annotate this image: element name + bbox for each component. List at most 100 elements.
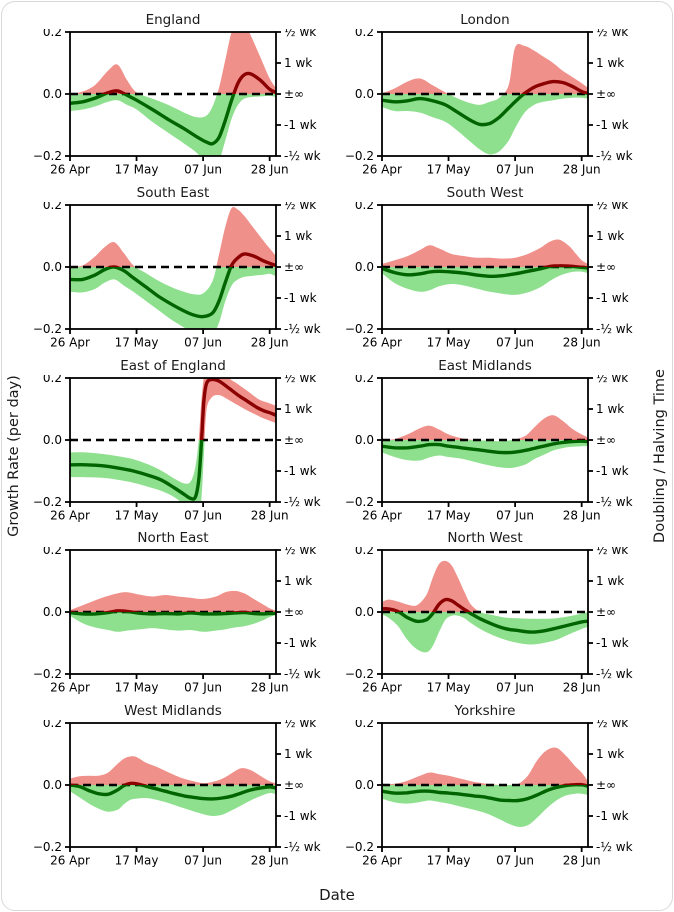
- svg-text:±∞: ±∞: [596, 87, 616, 101]
- x-axis-label: Date: [319, 886, 355, 904]
- svg-text:1 wk: 1 wk: [596, 402, 624, 416]
- svg-text:0.2: 0.2: [355, 29, 374, 39]
- svg-text:½ wk: ½ wk: [596, 29, 628, 39]
- svg-text:-½ wk: -½ wk: [284, 495, 321, 509]
- svg-text:26 Apr: 26 Apr: [362, 508, 402, 522]
- subplot-title: London: [460, 12, 510, 28]
- svg-text:−0.2: −0.2: [345, 149, 374, 163]
- svg-text:-½ wk: -½ wk: [596, 668, 633, 682]
- subplot-yorkshire: Yorkshire 0.2 0.0 −0.2 ½ wk 1 wk ±∞ -1 wk -½ wk…: [340, 701, 648, 874]
- svg-text:−0.2: −0.2: [345, 495, 374, 509]
- subplot-title: East of England: [120, 357, 226, 374]
- svg-text:17 May: 17 May: [427, 163, 471, 177]
- y-axis-label-left: Growth Rate (per day): [2, 2, 26, 910]
- svg-text:±∞: ±∞: [284, 433, 304, 447]
- svg-text:−0.2: −0.2: [33, 149, 62, 163]
- svg-text:26 Apr: 26 Apr: [50, 854, 90, 868]
- subplot-title: West Midlands: [124, 703, 222, 720]
- chart-south-east: 0.2 0.0 −0.2 ½ wk 1 wk ±∞ -1 wk -½ wk 26 Apr 17 M…: [33, 202, 321, 350]
- svg-text:0.0: 0.0: [43, 87, 62, 101]
- y-axis-label-left-text: Growth Rate (per day): [6, 375, 23, 537]
- svg-text:28 Jun: 28 Jun: [563, 163, 601, 177]
- svg-text:0.0: 0.0: [355, 778, 374, 792]
- svg-text:½ wk: ½ wk: [284, 547, 316, 557]
- y-axis-label-right: Doubling / Halving Time: [648, 2, 672, 910]
- svg-text:-1 wk: -1 wk: [284, 809, 317, 823]
- svg-text:07 Jun: 07 Jun: [184, 335, 222, 349]
- svg-text:28 Jun: 28 Jun: [563, 854, 601, 868]
- svg-text:26 Apr: 26 Apr: [50, 335, 90, 349]
- chart-east-midlands: 0.2 0.0 −0.2 ½ wk 1 wk ±∞ -1 wk -½ wk 26 Apr 17 M…: [345, 375, 633, 523]
- svg-text:1 wk: 1 wk: [596, 747, 624, 761]
- svg-text:0.2: 0.2: [355, 202, 374, 212]
- subplot-title: Yorkshire: [454, 703, 516, 720]
- svg-text:-½ wk: -½ wk: [596, 149, 633, 163]
- svg-text:-½ wk: -½ wk: [284, 668, 321, 682]
- svg-text:−0.2: −0.2: [33, 840, 62, 854]
- svg-text:07 Jun: 07 Jun: [184, 163, 222, 177]
- svg-text:0.2: 0.2: [43, 29, 62, 39]
- svg-text:-1 wk: -1 wk: [596, 291, 629, 305]
- subplot-grid: England 0.2 0.0 −0.2 ½ wk 1 wk ±∞ -1 wk -½ wk 26…: [28, 10, 648, 874]
- svg-text:−0.2: −0.2: [345, 322, 374, 336]
- chart-england: 0.2 0.0 −0.2 ½ wk 1 wk ±∞ -1 wk -½ wk 26 Apr 17 M…: [33, 29, 321, 177]
- svg-text:07 Jun: 07 Jun: [496, 854, 534, 868]
- svg-text:0.0: 0.0: [43, 433, 62, 447]
- subplot-south-west: South West 0.2 0.0 −0.2 ½ wk 1 wk ±∞ -1 wk -½ w…: [340, 183, 648, 356]
- subplot-title: South West: [446, 184, 524, 201]
- svg-text:½ wk: ½ wk: [284, 720, 316, 730]
- svg-text:−0.2: −0.2: [33, 495, 62, 509]
- svg-text:17 May: 17 May: [115, 335, 159, 349]
- svg-text:28 Jun: 28 Jun: [563, 335, 601, 349]
- svg-text:1 wk: 1 wk: [284, 56, 312, 70]
- svg-text:26 Apr: 26 Apr: [362, 335, 402, 349]
- subplot-england: England 0.2 0.0 −0.2 ½ wk 1 wk ±∞ -1 wk -½ wk 26…: [28, 10, 336, 183]
- chart-north-west: 0.2 0.0 −0.2 ½ wk 1 wk ±∞ -1 wk -½ wk 26 Apr 17 M…: [345, 547, 633, 695]
- svg-text:−0.2: −0.2: [33, 668, 62, 682]
- svg-text:0.0: 0.0: [43, 260, 62, 274]
- subplot-title: East Midlands: [438, 357, 532, 374]
- svg-text:1 wk: 1 wk: [596, 229, 624, 243]
- svg-text:-½ wk: -½ wk: [284, 840, 321, 854]
- svg-text:0.0: 0.0: [355, 433, 374, 447]
- svg-text:0.2: 0.2: [355, 720, 374, 730]
- svg-text:28 Jun: 28 Jun: [563, 508, 601, 522]
- svg-text:0.2: 0.2: [43, 720, 62, 730]
- chart-london: 0.2 0.0 −0.2 ½ wk 1 wk ±∞ -1 wk -½ wk 26 Apr 17 M…: [345, 29, 633, 177]
- svg-text:−0.2: −0.2: [33, 322, 62, 336]
- svg-text:±∞: ±∞: [596, 433, 616, 447]
- svg-text:28 Jun: 28 Jun: [251, 335, 289, 349]
- svg-text:07 Jun: 07 Jun: [496, 681, 534, 695]
- svg-text:-1 wk: -1 wk: [284, 118, 317, 132]
- subplot-title: North East: [137, 530, 209, 547]
- svg-text:17 May: 17 May: [115, 854, 159, 868]
- chart-yorkshire: 0.2 0.0 −0.2 ½ wk 1 wk ±∞ -1 wk -½ wk 26 Apr 17 M…: [345, 720, 633, 868]
- subplot-title: North West: [447, 530, 523, 547]
- svg-text:±∞: ±∞: [596, 260, 616, 274]
- subplot-north-west: North West 0.2 0.0 −0.2 ½ wk 1 wk ±∞ -1 wk -½ w…: [340, 528, 648, 701]
- svg-text:-1 wk: -1 wk: [284, 291, 317, 305]
- svg-text:0.0: 0.0: [43, 778, 62, 792]
- svg-text:17 May: 17 May: [427, 681, 471, 695]
- svg-text:½ wk: ½ wk: [284, 375, 316, 385]
- svg-text:0.2: 0.2: [43, 202, 62, 212]
- svg-text:0.0: 0.0: [355, 260, 374, 274]
- svg-text:1 wk: 1 wk: [284, 747, 312, 761]
- svg-text:-½ wk: -½ wk: [596, 840, 633, 854]
- svg-text:17 May: 17 May: [427, 508, 471, 522]
- svg-text:0.2: 0.2: [43, 375, 62, 385]
- subplot-title: England: [145, 12, 201, 28]
- svg-text:½ wk: ½ wk: [596, 720, 628, 730]
- svg-text:26 Apr: 26 Apr: [362, 163, 402, 177]
- svg-text:07 Jun: 07 Jun: [184, 854, 222, 868]
- svg-text:±∞: ±∞: [284, 260, 304, 274]
- svg-text:-½ wk: -½ wk: [596, 495, 633, 509]
- svg-text:±∞: ±∞: [596, 778, 616, 792]
- svg-text:−0.2: −0.2: [345, 840, 374, 854]
- svg-text:26 Apr: 26 Apr: [362, 681, 402, 695]
- svg-text:0.2: 0.2: [355, 375, 374, 385]
- svg-text:28 Jun: 28 Jun: [251, 854, 289, 868]
- svg-text:17 May: 17 May: [427, 335, 471, 349]
- svg-text:07 Jun: 07 Jun: [496, 163, 534, 177]
- svg-text:-½ wk: -½ wk: [596, 322, 633, 336]
